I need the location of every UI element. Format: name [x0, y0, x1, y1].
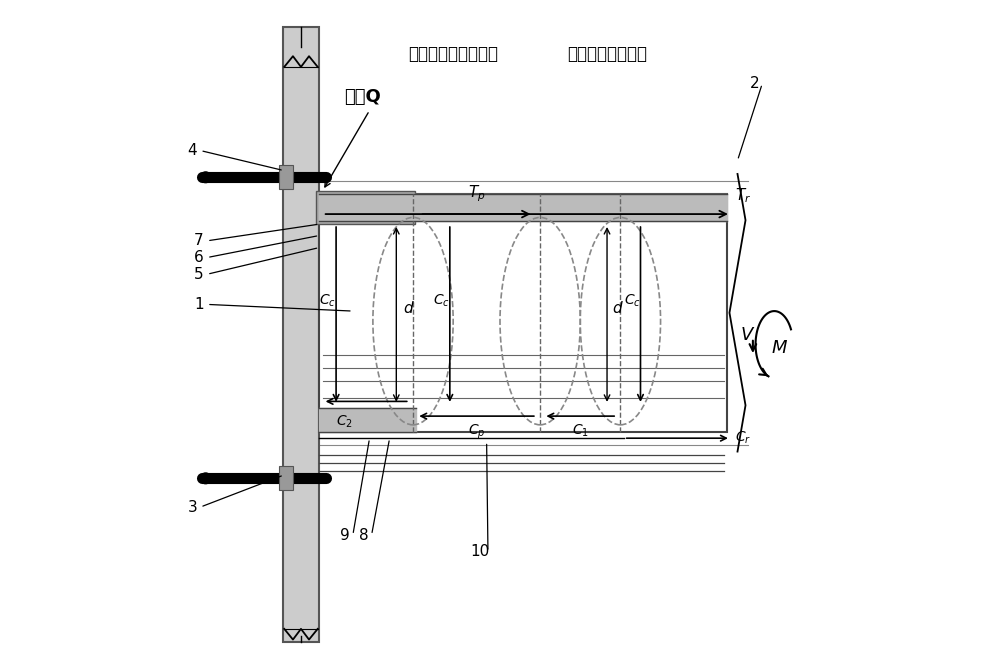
- Bar: [319, 194, 727, 432]
- Text: 9: 9: [340, 528, 350, 543]
- Text: $V$: $V$: [740, 326, 755, 343]
- Text: $C_c$: $C_c$: [433, 293, 450, 309]
- Text: 2: 2: [749, 76, 759, 91]
- Text: 7: 7: [194, 233, 204, 248]
- Text: 3: 3: [187, 500, 197, 514]
- Text: 8: 8: [359, 528, 368, 543]
- Text: 撬力Q: 撬力Q: [344, 88, 381, 106]
- Circle shape: [200, 473, 211, 484]
- Text: 6: 6: [194, 250, 204, 265]
- Text: $C_c$: $C_c$: [624, 293, 641, 309]
- Text: $d$: $d$: [403, 300, 415, 316]
- Text: 4: 4: [187, 143, 197, 158]
- Text: 10: 10: [470, 545, 490, 559]
- Circle shape: [200, 172, 211, 183]
- Text: 梁内截面受力分析: 梁内截面受力分析: [567, 45, 647, 62]
- Text: $C_1$: $C_1$: [572, 423, 589, 440]
- Text: $C_p$: $C_p$: [468, 423, 485, 441]
- Text: 5: 5: [194, 267, 204, 282]
- Text: 连接处梁端截面分析: 连接处梁端截面分析: [408, 45, 498, 62]
- Bar: [283, 27, 319, 642]
- Text: $C_r$: $C_r$: [735, 430, 752, 446]
- Bar: [316, 191, 415, 224]
- Text: $C_2$: $C_2$: [336, 413, 353, 430]
- Text: 1: 1: [194, 297, 204, 312]
- Text: $T_p$: $T_p$: [468, 183, 485, 204]
- Text: $C_c$: $C_c$: [319, 293, 336, 309]
- Text: $T_r$: $T_r$: [735, 187, 752, 205]
- Text: $M$: $M$: [771, 339, 788, 357]
- Bar: [279, 165, 293, 189]
- Text: $d$: $d$: [612, 300, 624, 316]
- Bar: [279, 466, 293, 490]
